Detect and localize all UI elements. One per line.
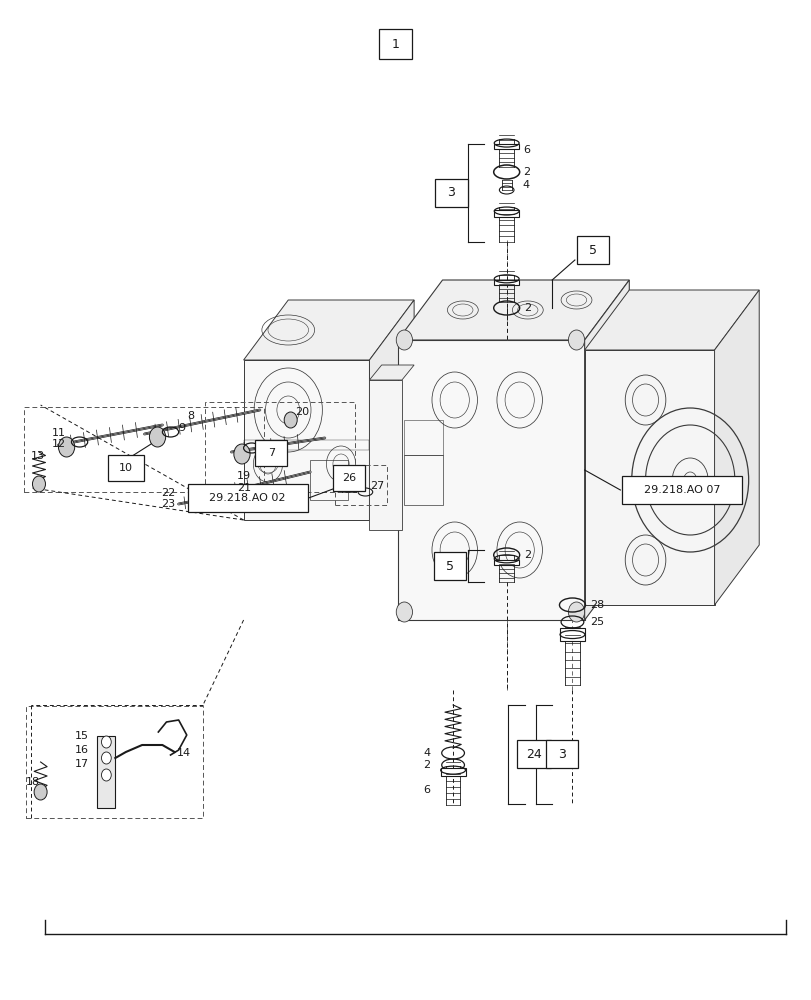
FancyBboxPatch shape bbox=[194, 493, 208, 508]
Text: 2: 2 bbox=[524, 303, 531, 313]
FancyBboxPatch shape bbox=[494, 280, 518, 285]
Polygon shape bbox=[243, 300, 414, 360]
FancyBboxPatch shape bbox=[108, 455, 144, 481]
FancyBboxPatch shape bbox=[97, 736, 115, 808]
Circle shape bbox=[396, 330, 412, 350]
Text: 27: 27 bbox=[370, 481, 384, 491]
Circle shape bbox=[101, 769, 111, 781]
FancyBboxPatch shape bbox=[494, 560, 518, 565]
Text: 26: 26 bbox=[341, 473, 356, 483]
Circle shape bbox=[568, 602, 584, 622]
Text: 14: 14 bbox=[177, 748, 191, 758]
FancyBboxPatch shape bbox=[576, 236, 608, 264]
Polygon shape bbox=[584, 280, 629, 620]
Text: 22: 22 bbox=[161, 488, 175, 498]
Text: 17: 17 bbox=[75, 759, 88, 769]
Text: 18: 18 bbox=[26, 777, 40, 787]
Polygon shape bbox=[243, 360, 369, 520]
FancyBboxPatch shape bbox=[494, 210, 518, 217]
FancyBboxPatch shape bbox=[333, 465, 365, 491]
FancyBboxPatch shape bbox=[494, 144, 518, 149]
Circle shape bbox=[396, 602, 412, 622]
Circle shape bbox=[284, 412, 297, 428]
FancyBboxPatch shape bbox=[379, 29, 411, 59]
Text: 12: 12 bbox=[52, 439, 66, 449]
Text: 4: 4 bbox=[423, 748, 430, 758]
Polygon shape bbox=[369, 380, 401, 530]
Circle shape bbox=[234, 444, 250, 464]
Text: 5: 5 bbox=[445, 560, 453, 572]
Text: 28: 28 bbox=[590, 600, 604, 610]
Text: 5: 5 bbox=[588, 243, 596, 256]
Polygon shape bbox=[369, 365, 414, 380]
Text: 4: 4 bbox=[522, 180, 530, 190]
Text: 15: 15 bbox=[75, 731, 88, 741]
Text: 13: 13 bbox=[31, 451, 45, 461]
FancyBboxPatch shape bbox=[545, 740, 577, 768]
Circle shape bbox=[101, 736, 111, 748]
Text: 29.218.AO 07: 29.218.AO 07 bbox=[643, 485, 719, 495]
Circle shape bbox=[34, 784, 47, 800]
Text: 23: 23 bbox=[161, 499, 174, 509]
FancyBboxPatch shape bbox=[560, 628, 584, 641]
Text: 7: 7 bbox=[268, 448, 274, 458]
Polygon shape bbox=[584, 350, 714, 605]
Text: 1: 1 bbox=[391, 37, 399, 50]
Polygon shape bbox=[714, 290, 758, 605]
Polygon shape bbox=[397, 280, 629, 340]
Polygon shape bbox=[584, 290, 758, 350]
Text: 19: 19 bbox=[237, 471, 251, 481]
FancyBboxPatch shape bbox=[187, 484, 307, 512]
Text: 6: 6 bbox=[522, 145, 530, 155]
Text: 21: 21 bbox=[237, 483, 251, 493]
Circle shape bbox=[101, 752, 111, 764]
FancyBboxPatch shape bbox=[255, 440, 287, 466]
Text: 8: 8 bbox=[187, 411, 194, 421]
Circle shape bbox=[210, 489, 225, 507]
FancyBboxPatch shape bbox=[517, 740, 551, 768]
Polygon shape bbox=[369, 300, 414, 520]
Text: 24: 24 bbox=[526, 748, 542, 760]
Circle shape bbox=[58, 437, 75, 457]
Circle shape bbox=[32, 476, 45, 492]
Polygon shape bbox=[397, 340, 584, 620]
Text: 9: 9 bbox=[178, 423, 186, 433]
FancyBboxPatch shape bbox=[337, 475, 361, 479]
Circle shape bbox=[149, 427, 165, 447]
Text: 6: 6 bbox=[423, 785, 430, 795]
FancyBboxPatch shape bbox=[440, 768, 465, 776]
Text: 3: 3 bbox=[447, 186, 455, 200]
Circle shape bbox=[568, 330, 584, 350]
Text: 2: 2 bbox=[524, 550, 531, 560]
Text: 20: 20 bbox=[295, 407, 309, 417]
Text: 10: 10 bbox=[118, 463, 133, 473]
Text: 2: 2 bbox=[522, 167, 530, 177]
FancyBboxPatch shape bbox=[621, 476, 741, 504]
Text: 2: 2 bbox=[423, 760, 430, 770]
FancyBboxPatch shape bbox=[435, 179, 467, 207]
Text: 11: 11 bbox=[52, 428, 66, 438]
Text: 29.218.AO 02: 29.218.AO 02 bbox=[209, 493, 285, 503]
Text: 3: 3 bbox=[557, 748, 565, 760]
Text: 25: 25 bbox=[590, 617, 603, 627]
Text: 16: 16 bbox=[75, 745, 88, 755]
FancyBboxPatch shape bbox=[433, 552, 466, 580]
